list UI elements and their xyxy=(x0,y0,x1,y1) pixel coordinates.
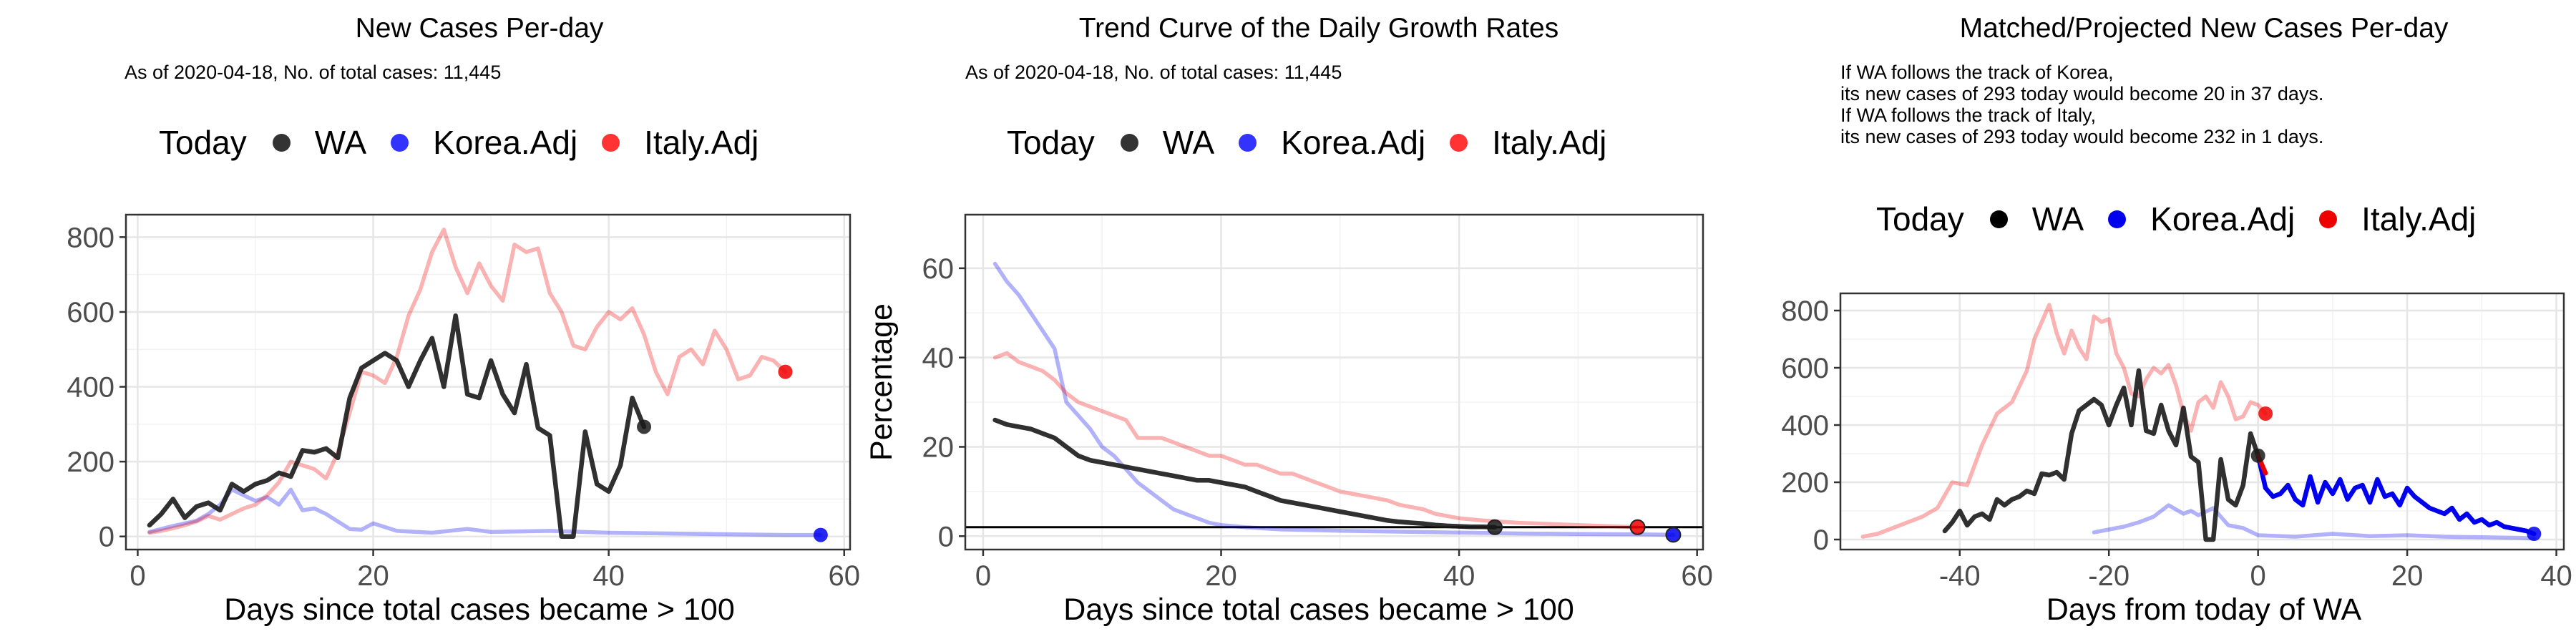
x-axis-title: Days since total cases became > 100 xyxy=(1063,592,1574,627)
today-point-wa xyxy=(1486,519,1503,535)
y-tick-label: 40 xyxy=(922,343,955,374)
today-point-korea xyxy=(1665,527,1682,543)
legend-wa-swatch-icon xyxy=(1989,210,2008,228)
x-axis-title: Days since total cases became > 100 xyxy=(224,592,734,627)
legend-item-wa: WA xyxy=(1989,200,2084,238)
y-tick-label: 200 xyxy=(67,447,114,478)
series-line-italy-adj xyxy=(147,228,788,535)
today-point-korea xyxy=(813,527,828,542)
today-point-italy xyxy=(2258,406,2273,421)
y-axis-title: Percentage xyxy=(864,303,899,461)
legend-title: Today xyxy=(1876,200,1964,238)
today-point-wa xyxy=(637,419,652,434)
x-tick-label: 0 xyxy=(130,560,145,592)
legend: Today WA Korea.Adj Italy.Adj xyxy=(159,123,783,162)
y-tick-label: 0 xyxy=(938,521,954,552)
x-tick-label: 60 xyxy=(1681,560,1713,592)
chart-growth-rates: 0 20 40 60 0 20 40 60 Days since total cases bec… xyxy=(864,213,1713,627)
x-tick-label: 20 xyxy=(2391,560,2424,592)
plot-border xyxy=(1839,292,2565,551)
legend: Today WA Korea.Adj Italy.Adj xyxy=(1876,200,2500,238)
chart-title: Trend Curve of the Daily Growth Rates xyxy=(1078,13,1559,44)
projection-note-3: If WA follows the track of Italy, xyxy=(1840,104,2097,126)
x-tick-label: 40 xyxy=(2540,560,2572,592)
y-tick-label: 800 xyxy=(67,222,114,253)
plot-border xyxy=(125,213,852,551)
legend-item-italy: Italy.Adj xyxy=(602,123,758,162)
legend-italy-swatch-icon xyxy=(1450,133,1468,152)
y-tick-label: 60 xyxy=(922,253,955,285)
y-tick-label: 0 xyxy=(99,522,114,553)
series-line-italy-adj xyxy=(992,351,1640,530)
legend: Today WA Korea.Adj Italy.Adj xyxy=(1007,123,1631,162)
series-line-wa xyxy=(1942,368,2260,542)
legend-korea-swatch-icon xyxy=(391,133,409,152)
legend-italy-swatch-icon xyxy=(2319,210,2338,228)
series-line-wa xyxy=(147,313,647,539)
today-point-italy xyxy=(778,364,793,379)
y-tick-label: 600 xyxy=(1781,353,1829,384)
y-tick-label: 0 xyxy=(1813,525,1829,556)
x-tick-label: 20 xyxy=(357,560,389,592)
legend-korea-swatch-icon xyxy=(2108,210,2127,228)
legend-item-korea: Korea.Adj xyxy=(391,123,577,162)
y-tick-label: 800 xyxy=(1781,296,1829,327)
x-tick-label: -40 xyxy=(1939,560,1981,592)
legend-item-korea: Korea.Adj xyxy=(2108,200,2295,238)
projection-note-2: its new cases of 293 today would become … xyxy=(1840,83,2324,104)
today-point-italy xyxy=(1629,519,1646,535)
y-tick-label: 20 xyxy=(922,431,955,463)
y-tick-label: 600 xyxy=(67,297,114,328)
today-point-korea xyxy=(2527,527,2542,541)
legend-item-korea: Korea.Adj xyxy=(1239,123,1425,162)
chart-title: Matched/Projected New Cases Per-day xyxy=(1959,13,2449,44)
y-tick-label: 200 xyxy=(1781,467,1829,499)
chart-title: New Cases Per-day xyxy=(355,13,604,44)
x-tick-label: 60 xyxy=(829,560,861,592)
series-line-korea-adj xyxy=(992,261,1676,537)
y-tick-label: 400 xyxy=(67,372,114,404)
legend-title: Today xyxy=(159,124,247,161)
legend-italy-swatch-icon xyxy=(602,133,620,152)
x-tick-label: 0 xyxy=(2250,560,2266,592)
series-line-korea-adj xyxy=(2092,503,2537,541)
x-axis-title: Days from today of WA xyxy=(2046,592,2362,627)
today-point-wa xyxy=(2250,448,2265,463)
projection-note-4: its new cases of 293 today would become … xyxy=(1840,126,2324,147)
legend-item-italy: Italy.Adj xyxy=(2319,200,2476,238)
series-line-italy-adj xyxy=(1860,303,2268,539)
chart-subtitle: As of 2020-04-18, No. of total cases: 11… xyxy=(965,62,1342,83)
legend-item-italy: Italy.Adj xyxy=(1450,123,1606,162)
plot-background xyxy=(126,215,850,550)
series-line-korea-adj-projected xyxy=(2255,453,2537,537)
y-tick-label: 400 xyxy=(1781,410,1829,441)
x-tick-label: 40 xyxy=(592,560,625,592)
plot-border xyxy=(964,213,1704,551)
legend-item-wa: WA xyxy=(272,123,366,162)
x-tick-label: 40 xyxy=(1443,560,1475,592)
chart-subtitle: As of 2020-04-18, No. of total cases: 11… xyxy=(125,62,502,83)
x-tick-label: 20 xyxy=(1205,560,1237,592)
series-line-wa xyxy=(992,417,1498,530)
x-tick-label: -20 xyxy=(2088,560,2129,592)
x-tick-label: 0 xyxy=(975,560,991,592)
legend-korea-swatch-icon xyxy=(1239,133,1257,152)
legend-title: Today xyxy=(1007,124,1095,161)
plot-background xyxy=(965,215,1703,550)
legend-wa-swatch-icon xyxy=(272,133,291,152)
legend-wa-swatch-icon xyxy=(1120,133,1138,152)
legend-item-wa: WA xyxy=(1120,123,1214,162)
projection-note-1: If WA follows the track of Korea, xyxy=(1840,62,2114,83)
